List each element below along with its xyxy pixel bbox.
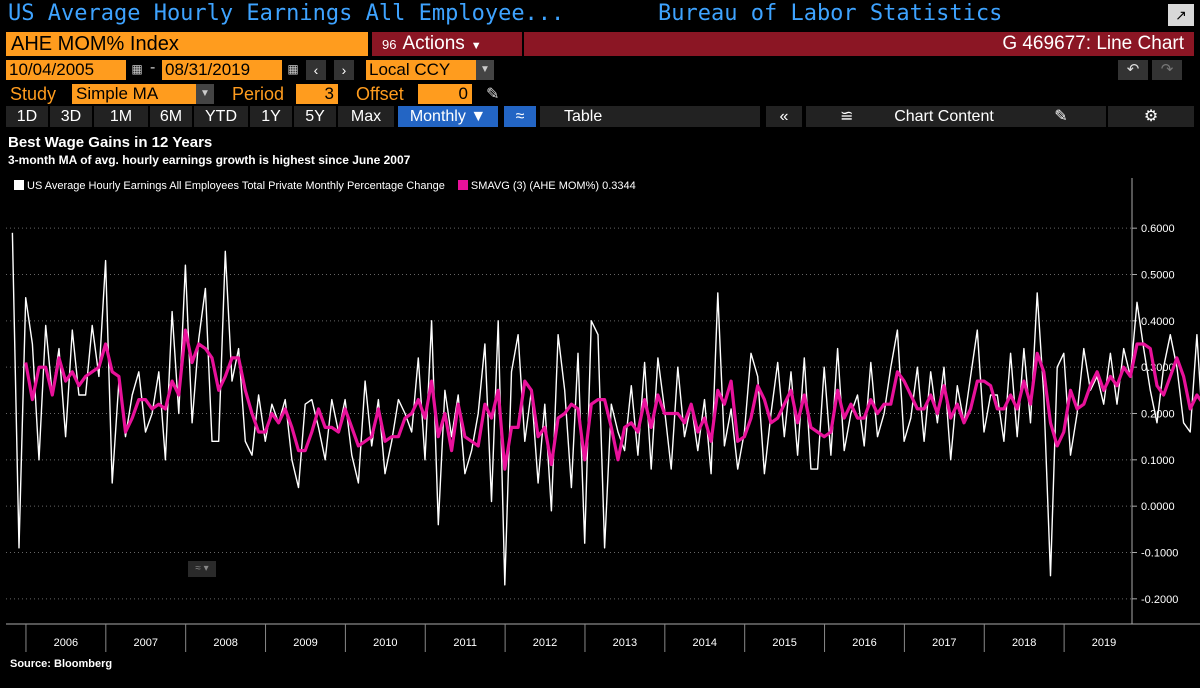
back-arrow-icon[interactable]: ‹ [306, 60, 326, 80]
table-button[interactable]: Table [540, 106, 760, 127]
legend-item-smavg[interactable]: SMAVG (3) (AHE MOM%) 0.3344 [457, 180, 636, 192]
chart-content-button[interactable]: ≌ Chart Content [806, 106, 1042, 127]
x-tick-label: 2008 [213, 637, 237, 649]
period-input[interactable]: 3 [296, 84, 338, 104]
actions-label: Actions [402, 33, 465, 54]
range-1y-button[interactable]: 1Y [250, 106, 292, 127]
x-tick-label: 2017 [932, 637, 956, 649]
chart-legend: US Average Hourly Earnings All Employees… [14, 180, 646, 192]
range-ytd-button[interactable]: YTD [194, 106, 248, 127]
x-tick-label: 2007 [134, 637, 158, 649]
x-tick-label: 2006 [54, 637, 78, 649]
chart-type-icon[interactable]: ≈ ▾ [188, 561, 216, 577]
y-tick-label: 0.5000 [1141, 270, 1175, 282]
chart-title: Best Wage Gains in 12 Years [8, 134, 213, 151]
y-tick-label: -0.1000 [1141, 548, 1178, 560]
study-label: Study [10, 84, 57, 104]
pencil-icon[interactable]: ✎ [486, 86, 500, 103]
x-tick-label: 2010 [373, 637, 397, 649]
collapse-icon[interactable]: « [766, 106, 802, 127]
date-range-bar: 10/04/2005 ▦ - 08/31/2019 ▦ ‹ › Local CC… [0, 58, 1200, 82]
series-line-smavg [24, 328, 1200, 471]
y-tick-label: -0.2000 [1141, 594, 1178, 606]
redo-icon[interactable]: ↷ [1152, 60, 1182, 80]
legend-label-smavg: SMAVG (3) (AHE MOM%) 0.3344 [470, 180, 636, 192]
y-tick-label: 0.3000 [1141, 362, 1175, 374]
legend-swatch-magenta [457, 180, 468, 190]
offset-input[interactable]: 0 [418, 84, 472, 104]
chart-content-label: Chart Content [894, 108, 994, 125]
end-date-input[interactable]: 08/31/2019 [162, 60, 282, 80]
chevron-down-icon: ▼ [470, 108, 487, 125]
chevron-down-icon[interactable]: ▼ [196, 84, 214, 104]
date-separator: - [150, 59, 156, 76]
y-tick-label: 0.4000 [1141, 316, 1175, 328]
ticker-field[interactable]: AHE MOM% Index [6, 32, 368, 56]
x-tick-label: 2011 [453, 637, 477, 649]
x-tick-label: 2015 [772, 637, 796, 649]
x-tick-label: 2012 [533, 637, 557, 649]
range-3d-button[interactable]: 3D [50, 106, 92, 127]
range-max-button[interactable]: Max [338, 106, 394, 127]
x-tick-label: 2014 [693, 637, 717, 649]
legend-swatch-white [14, 180, 24, 190]
calendar-icon[interactable]: ▦ [287, 62, 299, 76]
edit-icon[interactable]: ✎ [1016, 106, 1106, 127]
x-tick-label: 2016 [852, 637, 876, 649]
y-tick-label: 0.0000 [1141, 501, 1175, 513]
chart-type-icon: ≌ [840, 108, 854, 125]
y-tick-label: 0.1000 [1141, 455, 1175, 467]
plot-area [6, 170, 1132, 624]
security-title: US Average Hourly Earnings All Employee.… [8, 1, 565, 26]
line-chart-icon[interactable]: ≈ [504, 106, 536, 127]
export-icon[interactable]: ↗ [1168, 4, 1194, 26]
offset-label: Offset [356, 84, 404, 104]
source-name: Bureau of Labor Statistics [658, 1, 1003, 26]
x-tick-label: 2013 [613, 637, 637, 649]
title-bar: US Average Hourly Earnings All Employee.… [0, 0, 1200, 32]
period-label: Period [232, 84, 285, 104]
command-bar: AHE MOM% Index 96 Actions ▼ G 469677: Line… [0, 32, 1200, 58]
range-1m-button[interactable]: 1M [94, 106, 148, 127]
actions-code: 96 [382, 37, 397, 52]
line-chart: -0.2000-0.10000.00000.10000.20000.30000.… [6, 170, 1200, 652]
frequency-select[interactable]: Monthly ▼ [398, 106, 498, 127]
actions-menu[interactable]: 96 Actions ▼ [372, 32, 522, 56]
frequency-label: Monthly [409, 108, 466, 125]
forward-arrow-icon[interactable]: › [334, 60, 354, 80]
chart-id-label: G 469677: Line Chart [524, 32, 1194, 56]
start-date-input[interactable]: 10/04/2005 [6, 60, 126, 80]
chart-subtitle: 3-month MA of avg. hourly earnings growt… [8, 153, 411, 167]
currency-select[interactable]: Local CCY [366, 60, 476, 80]
range-6m-button[interactable]: 6M [150, 106, 192, 127]
legend-item-earnings[interactable]: US Average Hourly Earnings All Employees… [14, 180, 445, 192]
range-1d-button[interactable]: 1D [6, 106, 48, 127]
chart-source: Source: Bloomberg [10, 658, 113, 670]
study-select[interactable]: Simple MA [72, 84, 196, 104]
legend-label-earnings: US Average Hourly Earnings All Employees… [27, 180, 445, 192]
undo-icon[interactable]: ↶ [1118, 60, 1148, 80]
x-tick-label: 2019 [1092, 637, 1116, 649]
y-tick-label: 0.6000 [1141, 223, 1175, 235]
calendar-icon[interactable]: ▦ [131, 62, 143, 76]
range-5y-button[interactable]: 5Y [294, 106, 336, 127]
x-tick-label: 2018 [1012, 637, 1036, 649]
gear-icon[interactable]: ⚙ [1108, 106, 1194, 127]
x-tick-label: 2009 [293, 637, 317, 649]
chevron-down-icon[interactable]: ▼ [476, 60, 494, 80]
chevron-down-icon: ▼ [470, 40, 482, 52]
study-bar: Study Simple MA ▼ Period 3 Offset 0 ✎ [0, 82, 1200, 106]
chart-toolbar: 1D 3D 1M 6M YTD 1Y 5Y Max Monthly ▼ ≈ Ta… [0, 106, 1200, 128]
